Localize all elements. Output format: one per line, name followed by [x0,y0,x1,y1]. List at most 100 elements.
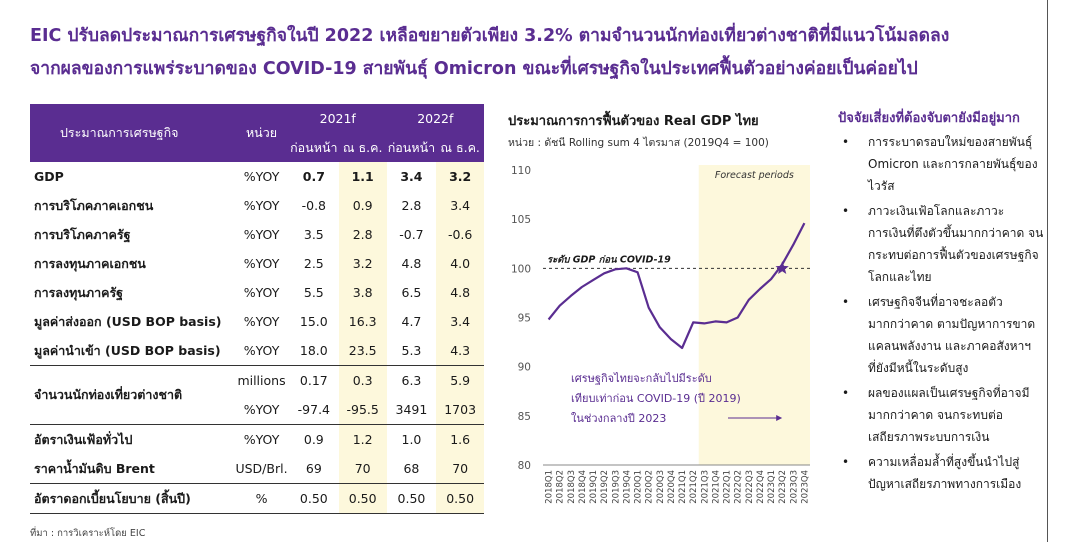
table-row: GDP %YOY 0.7 1.1 3.4 3.2 [30,162,484,191]
forecast-table: ประมาณการเศรษฐกิจ หน่วย 2021f 2022f ก่อน… [30,104,484,514]
x-tick-label: 2019Q3 [611,470,621,504]
row-value: 0.9 [338,191,387,220]
row-unit: %YOY [243,256,280,271]
risk-item-line: เศรษฐกิจจีนที่อาจชะลอตัว [868,295,1003,309]
gdp-series-line [547,222,806,350]
row-unit: %YOY [243,169,280,184]
row-value: 18.0 [288,336,339,366]
risk-item-line: Omicron และการกลายพันธุ์ของ [868,157,1038,171]
x-tick-label: 2018Q4 [578,470,588,504]
bullet-icon: • [842,295,850,309]
row-value: 1.2 [338,424,387,454]
risk-item-line: มากกว่าคาด จนกระทบต่อ [868,408,1003,422]
risk-item-line: โลกและไทย [868,270,932,284]
x-tick-label: 2019Q2 [600,470,610,504]
row-value: 6.5 [401,285,422,300]
table-row: มูลค่านำเข้า (USD BOP basis) %YOY 18.0 23.5… [30,336,484,366]
row-value: -0.7 [399,227,424,242]
row-value: 1.6 [436,424,484,454]
y-tick-label: 110 [511,165,531,177]
row-value: 4.0 [436,249,484,278]
row-value: 23.5 [338,336,387,366]
headline-line-2: จากผลของการแพร่ระบาดของ COVID-19 สายพันธ… [30,59,918,79]
header-2021-prev: ก่อนหน้า [288,133,339,162]
table-row: การบริโภคภาครัฐ %YOY 3.5 2.8 -0.7 -0.6 [30,220,484,249]
row-value: -0.8 [301,198,327,213]
row-unit: %YOY [243,227,280,242]
y-tick-label: 105 [511,214,531,226]
source-note: ที่มา : การวิเคราะห์โดย EIC [30,528,146,539]
row-value: -0.6 [436,220,484,249]
x-tick-label: 2020Q3 [656,470,666,504]
header-label: ประมาณการเศรษฐกิจ [30,104,235,162]
x-tick-label: 2022Q2 [734,470,744,504]
risk-item-line: ปัญหาเสถียรภาพทางการเมือง [868,477,1022,491]
row-value: 4.8 [436,278,484,307]
row-value: 3.2 [436,162,484,191]
row-label: มูลค่าส่งออก (USD BOP basis) [34,313,222,329]
x-tick-label: 2021Q1 [678,470,688,504]
header-2022-prev: ก่อนหน้า [386,133,437,162]
row-value: 3.2 [338,249,387,278]
header-2022: 2022f [386,104,484,133]
row-unit: millions [237,373,286,388]
row-value: 3.4 [436,191,484,220]
forecast-band [698,165,810,465]
row-label: อัตราดอกเบี้ยนโยบาย (สิ้นปี) [30,483,235,514]
right-divider [1047,0,1048,542]
row-value: 70 [436,454,484,484]
y-tick-label: 80 [518,460,531,472]
table-row: การลงทุนภาคเอกชน %YOY 2.5 3.2 4.8 4.0 [30,249,484,278]
y-tick-label: 95 [518,313,531,325]
row-unit: %YOY [234,336,289,366]
bullet-icon: • [842,386,850,400]
row-value: 3.5 [303,227,324,242]
x-tick-label: 2020Q2 [645,470,655,504]
y-tick-label: 85 [518,411,531,423]
row-value: 1703 [436,395,484,425]
forecast-label: Forecast periods [715,170,794,181]
risk-item-line: การเงินที่ตึงตัวขึ้นมากกว่าคาด จน [868,226,1044,240]
x-tick-label: 2019Q1 [589,470,599,504]
annotation-line: ในช่วงกลางปี 2023 [571,412,666,425]
row-value: 3.4 [436,307,484,336]
risk-item: • ความเหลื่อมล้ำที่สูงขึ้นนำไปสู่ ปัญหาเสถ… [840,451,1050,495]
table-row: การบริโภคภาคเอกชน %YOY -0.8 0.9 2.8 3.4 [30,191,484,220]
y-tick-label: 100 [511,263,531,275]
row-value: 15.0 [299,314,328,329]
row-label: GDP [34,169,64,184]
row-value: 69 [288,454,339,484]
risk-item: • ภาวะเงินเฟ้อโลกและภาวะการเงินที่ตึงตัวข… [840,200,1050,288]
row-value: 16.3 [338,307,387,336]
row-value: 4.8 [401,256,422,271]
row-label: การบริโภคภาครัฐ [34,226,131,242]
x-tick-label: 2020Q1 [634,470,644,504]
row-value: 5.3 [386,336,437,366]
risk-item: • เศรษฐกิจจีนที่อาจชะลอตัว มากกว่าคาด ตามป… [840,291,1050,379]
row-value: 0.9 [303,432,324,447]
risk-title: ปัจจัยเสี่ยงที่ต้องจับตายังมีอยู่มาก [838,111,1020,126]
y-tick-label: 90 [518,362,531,374]
x-tick-label: 2019Q4 [622,470,632,504]
header-2022-dec: ณ ธ.ค. [436,133,484,162]
table-row: จำนวนนักท่องเที่ยวต่างชาติ millions 0.17 0.… [30,365,484,425]
row-value: 1.1 [338,162,387,191]
row-unit: %YOY [243,314,280,329]
row-unit: % [234,483,289,514]
reference-line-label: ระดับ GDP ก่อน COVID-19 [547,254,671,265]
arrow-head-icon [776,415,783,421]
x-tick-label: 2023Q3 [789,470,799,504]
risk-item: • การระบาดรอบใหม่ของสายพันธุ์ Omicron และก… [840,131,1050,197]
risk-item-line: ไวรัส [868,179,895,193]
row-value: 4.7 [401,314,422,329]
risk-item: • ผลของแผลเป็นเศรษฐกิจที่อาจมีมากกว่าคาด … [840,382,1050,448]
row-value: 6.3 [401,373,422,388]
x-tick-label: 2021Q2 [689,470,699,504]
row-value: -95.5 [338,395,387,425]
risk-item-line: ภาวะเงินเฟ้อโลกและภาวะ [868,204,1005,218]
table-row: %YOY -97.4 -95.5 3491 1703 [30,395,484,425]
risk-item-line: ผลของแผลเป็นเศรษฐกิจที่อาจมี [868,386,1030,400]
row-label: การลงทุนภาคเอกชน [34,255,146,271]
bullet-icon: • [842,204,850,218]
row-label: การลงทุนภาครัฐ [34,284,124,300]
